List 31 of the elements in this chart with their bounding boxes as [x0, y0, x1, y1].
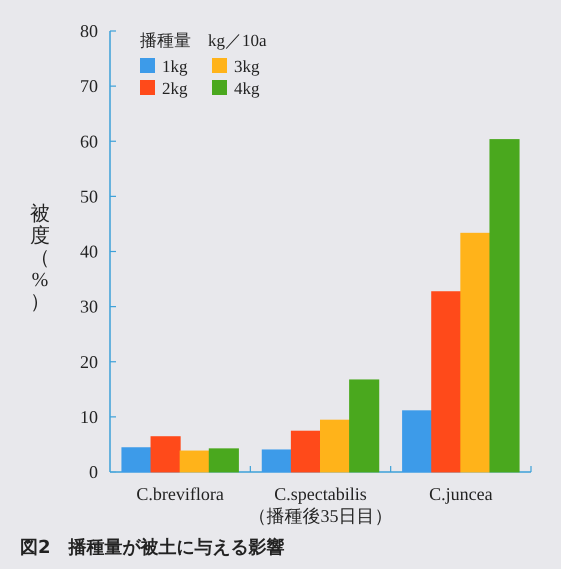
- bar: [431, 291, 462, 472]
- bar: [262, 449, 292, 472]
- y-tick-label: 60: [80, 131, 98, 152]
- legend-title: 播種量 kg／10a: [140, 31, 267, 50]
- y-tick-label: 80: [80, 21, 98, 41]
- y-tick-label: 40: [80, 242, 98, 262]
- bar: [180, 450, 210, 472]
- bar: [489, 139, 520, 472]
- y-tick-label: 10: [80, 406, 98, 427]
- bar: [320, 420, 350, 472]
- legend-label: 3kg: [234, 57, 260, 76]
- bar: [121, 447, 152, 472]
- x-tick-label: C.breviflora: [136, 484, 224, 504]
- y-axis-title: 被度（%）: [30, 203, 50, 313]
- legend-label: 4kg: [234, 79, 260, 98]
- bar: [150, 436, 181, 472]
- y-tick-label: 30: [80, 296, 98, 317]
- text: 図2 播種量が被土に与える影響: [20, 537, 285, 558]
- y-tick-label: 0: [89, 462, 98, 482]
- y-tick-label: 70: [80, 76, 98, 96]
- y-tick-label: 20: [80, 352, 98, 372]
- bar: [290, 430, 321, 472]
- bar: [460, 232, 490, 472]
- legend-label: 2kg: [162, 79, 188, 98]
- legend-label: 1kg: [162, 57, 188, 76]
- bar: [208, 448, 239, 472]
- x-tick-label: C.spectabilis （播種後35日目）: [248, 484, 392, 526]
- y-tick-label: 50: [80, 186, 98, 206]
- bar: [402, 410, 432, 472]
- x-tick-label: C.juncea: [429, 484, 493, 504]
- bar: [349, 379, 380, 472]
